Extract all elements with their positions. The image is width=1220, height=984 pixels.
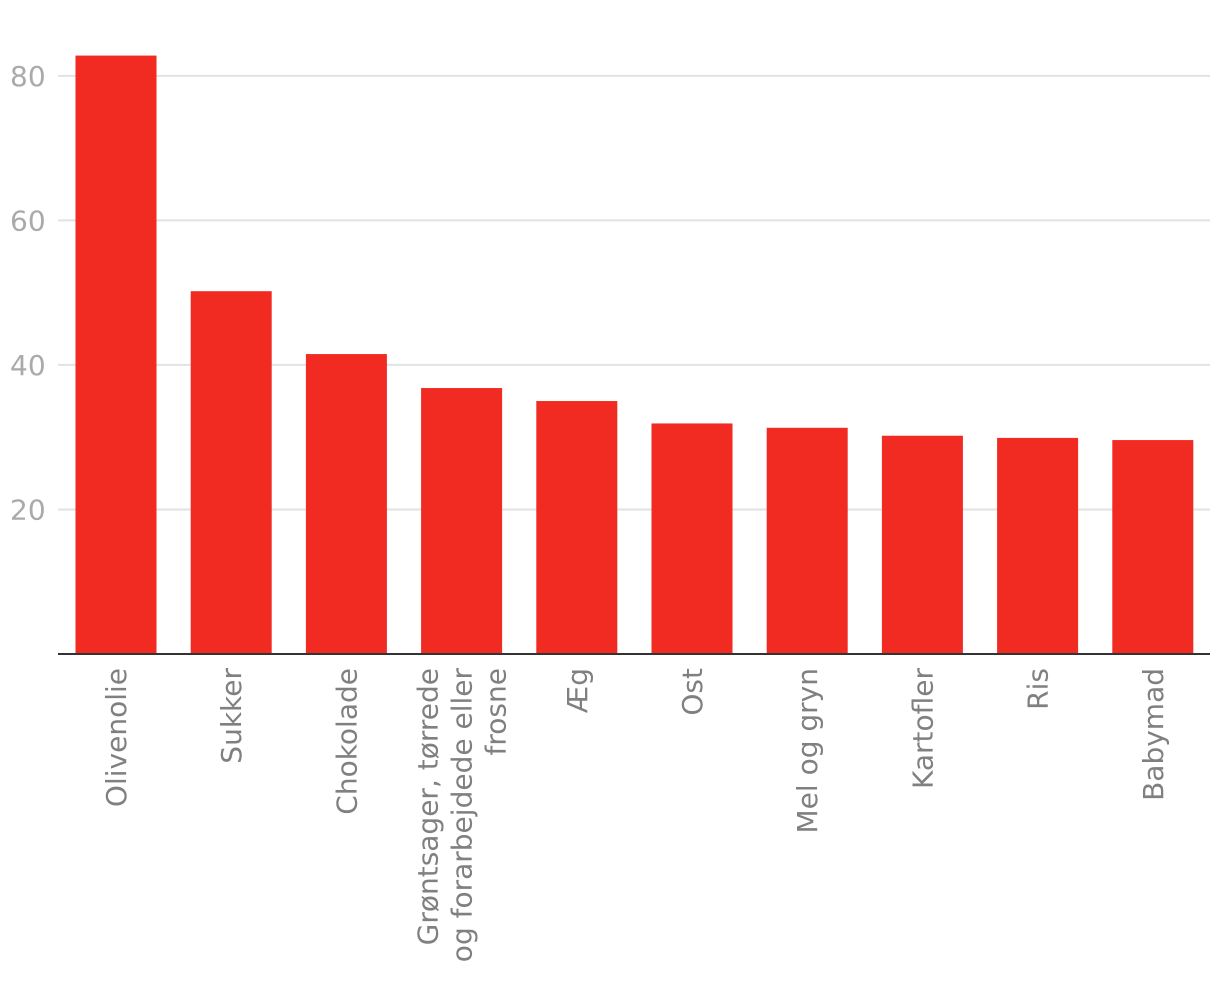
x-tick-label: frosne <box>480 668 513 755</box>
y-tick-label: 80 <box>10 60 46 93</box>
x-tick-label: Grøntsager, tørrede <box>412 668 445 945</box>
x-tick-label: og forarbejdede eller <box>446 668 479 963</box>
bars <box>75 55 1194 655</box>
x-tick-label: Sukker <box>215 668 248 764</box>
y-tick-label: 20 <box>10 493 46 526</box>
x-tick-label: Ris <box>1022 668 1055 710</box>
x-axis-labels: Olivenolie Sukker Chokolade Grøntsager, tør… <box>100 668 1170 963</box>
bar <box>536 401 618 654</box>
bar <box>651 423 733 654</box>
x-tick-label: Babymad <box>1137 668 1170 801</box>
y-axis-ticks: 20 40 60 80 <box>10 60 46 527</box>
x-tick-label: Ost <box>676 668 709 716</box>
x-tick-label: Kartofler <box>906 668 939 790</box>
bar <box>190 291 272 654</box>
bar <box>421 388 503 654</box>
bar <box>75 55 157 655</box>
y-tick-label: 40 <box>10 349 46 382</box>
bar <box>766 427 848 654</box>
x-tick-label: Æg <box>561 668 594 713</box>
bar <box>305 354 387 654</box>
x-tick-label: Mel og gryn <box>791 668 824 833</box>
x-tick-label: Olivenolie <box>100 668 133 807</box>
bar <box>997 437 1079 654</box>
y-tick-label: 60 <box>10 204 46 237</box>
x-tick-label: Chokolade <box>330 668 363 815</box>
bar <box>1112 440 1194 654</box>
bar <box>881 435 963 654</box>
